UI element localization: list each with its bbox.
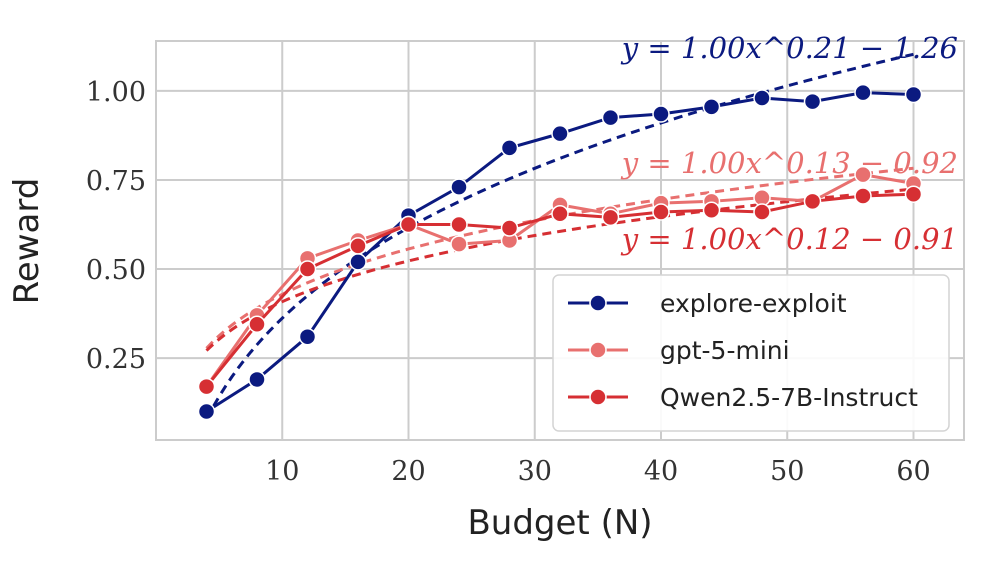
data-point xyxy=(298,260,317,278)
plot-frame xyxy=(155,40,965,441)
x-tick-label: 30 xyxy=(518,456,552,487)
x-tick-label: 50 xyxy=(770,456,804,487)
data-point xyxy=(551,205,569,223)
data-point xyxy=(702,98,721,116)
data-point xyxy=(248,315,266,333)
data-point xyxy=(652,105,670,123)
legend-marker xyxy=(589,341,607,359)
legend-box xyxy=(552,274,950,432)
data-point xyxy=(298,327,317,346)
x-axis-label: Budget (N) xyxy=(467,503,652,543)
data-point xyxy=(500,139,519,157)
data-point xyxy=(450,178,468,196)
legend-label: gpt-5-mini xyxy=(660,336,790,365)
data-point xyxy=(652,203,670,221)
y-tick-label: 1.00 xyxy=(86,77,146,108)
data-point xyxy=(854,83,872,102)
x-tick-label: 20 xyxy=(391,456,425,487)
data-point xyxy=(803,192,822,211)
data-point xyxy=(197,402,216,421)
fit-equation: y = 1.00x^0.21 − 1.26 xyxy=(620,31,958,65)
fit-equation: y = 1.00x^0.13 − 0.92 xyxy=(620,146,958,180)
y-axis-label: Reward xyxy=(7,178,47,305)
series xyxy=(197,83,923,421)
data-point xyxy=(399,215,418,234)
data-point xyxy=(601,108,620,127)
fit-equations: y = 1.00x^0.21 − 1.26 y = 1.00x^0.13 − 0.… xyxy=(620,31,958,256)
data-point xyxy=(450,235,468,253)
series-explore-exploit xyxy=(197,83,923,421)
legend: explore-exploit gpt-5-mini Qwen2.5-7B-Inst… xyxy=(552,274,950,432)
x-tick-label: 10 xyxy=(265,456,299,487)
data-point xyxy=(854,187,872,205)
data-point xyxy=(349,253,367,271)
data-point xyxy=(702,201,721,219)
data-point xyxy=(197,377,216,396)
data-point xyxy=(854,165,872,184)
data-point xyxy=(803,92,822,111)
legend-label: Qwen2.5-7B-Instruct xyxy=(660,383,918,412)
data-point xyxy=(551,124,569,143)
fit-equation: y = 1.00x^0.12 − 0.91 xyxy=(620,222,958,256)
legend-label: explore-exploit xyxy=(660,289,847,318)
y-tick-label: 0.25 xyxy=(86,344,146,375)
data-point xyxy=(753,203,771,221)
data-point xyxy=(904,185,923,203)
data-point xyxy=(349,237,367,255)
tick-labels: 10 20 30 40 50 60 0.25 0.50 0.75 1.00 xyxy=(86,77,931,487)
y-tick-label: 0.75 xyxy=(86,166,146,197)
y-tick-label: 0.50 xyxy=(86,255,146,286)
data-point xyxy=(248,370,266,389)
legend-marker xyxy=(589,388,607,406)
fit-curve xyxy=(205,52,914,421)
series-Qwen2.5-7B-Instruct xyxy=(197,185,923,396)
data-point xyxy=(450,215,468,234)
data-point xyxy=(753,89,771,107)
x-tick-label: 40 xyxy=(644,456,678,487)
data-point xyxy=(601,208,620,227)
data-point xyxy=(904,85,923,104)
x-tick-label: 60 xyxy=(896,456,930,487)
data-point xyxy=(500,219,519,237)
legend-marker xyxy=(589,294,607,312)
